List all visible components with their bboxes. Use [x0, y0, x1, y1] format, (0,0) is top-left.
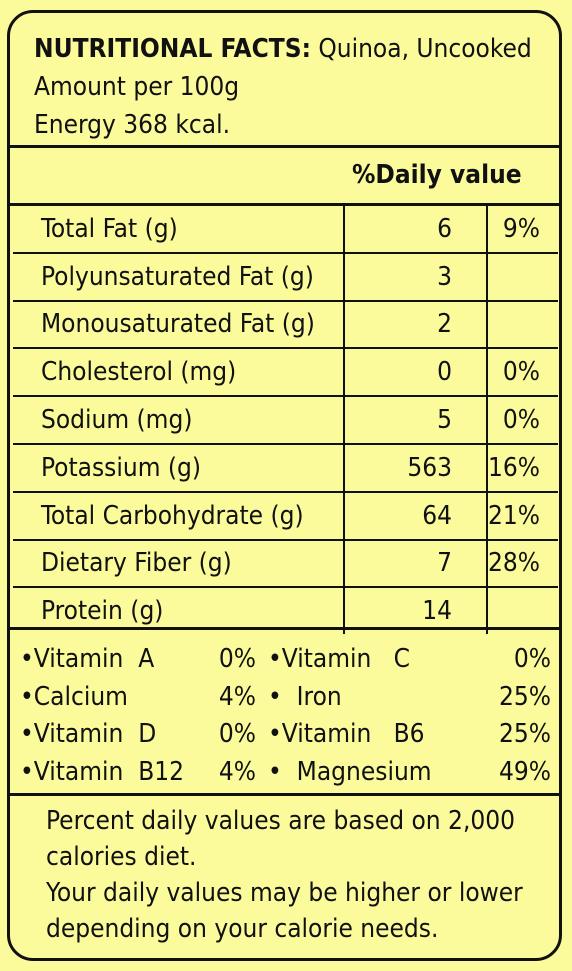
- nutrient-row: Potassium (g) 563 16%: [13, 442, 558, 493]
- label-header: NUTRITIONAL FACTS: Quinoa, Uncooked Amou…: [34, 30, 532, 144]
- title-product: Quinoa, Uncooked: [310, 34, 532, 64]
- vitamin-value: 0%: [218, 644, 256, 674]
- daily-value-heading: %Daily value: [352, 160, 522, 190]
- nutrient-name: Potassium (g): [13, 442, 345, 493]
- nutrient-row: Protein (g) 14: [13, 586, 558, 635]
- vitamin-label: •Vitamin C: [268, 644, 410, 674]
- vitamin-value: 49%: [499, 756, 551, 787]
- nutrient-name: Monousaturated Fat (g): [13, 299, 345, 350]
- vitamin-row: • Magnesium 49%: [268, 754, 551, 792]
- nutrient-daily-pct: 28%: [486, 538, 558, 589]
- vitamin-label: • Magnesium: [268, 756, 432, 787]
- vitamin-label: •Calcium: [20, 681, 128, 712]
- vitamin-row: •Vitamin B12 4%: [20, 754, 256, 792]
- nutrient-table: Total Fat (g) 6 9% Polyunsaturated Fat (g) 3…: [13, 206, 558, 635]
- vitamins-left-column: •Vitamin A 0% •Calcium 4% •Vitamin D 0% •Vitam…: [20, 641, 256, 791]
- divider-vitamins-top: [10, 627, 562, 630]
- vitamin-row: •Vitamin C 0%: [268, 641, 551, 679]
- vitamin-label: •Vitamin B12: [20, 756, 184, 787]
- nutrient-daily-pct: 16%: [486, 442, 558, 493]
- nutrient-name: Polyunsaturated Fat (g): [13, 251, 345, 302]
- vitamin-value: 4%: [218, 756, 256, 787]
- nutrient-name: Dietary Fiber (g): [13, 538, 345, 589]
- vitamin-value: 0%: [218, 719, 256, 749]
- nutrient-daily-pct: 9%: [486, 206, 558, 254]
- nutrient-row: Polyunsaturated Fat (g) 3: [13, 251, 558, 302]
- nutrient-row: Total Carbohydrate (g) 64 21%: [13, 490, 558, 541]
- divider-header: [10, 145, 562, 148]
- nutrient-row: Dietary Fiber (g) 7 28%: [13, 538, 558, 589]
- nutrient-daily-pct: 0%: [486, 395, 558, 445]
- vitamin-row: •Vitamin A 0%: [20, 641, 256, 679]
- serving-amount: Amount per 100g: [34, 72, 240, 102]
- nutrient-amount: 5: [342, 395, 489, 445]
- vitamin-value: 25%: [499, 719, 551, 749]
- energy-value: Energy 368 kcal.: [34, 110, 231, 140]
- vitamin-row: •Vitamin B6 25%: [268, 716, 551, 754]
- vitamin-row: •Vitamin D 0%: [20, 716, 256, 754]
- footer-line-1: Percent daily values are based on 2,000 …: [46, 806, 516, 872]
- nutrient-name: Total Fat (g): [13, 206, 345, 254]
- vitamin-row: • Iron 25%: [268, 679, 551, 717]
- vitamin-row: •Calcium 4%: [20, 679, 256, 717]
- nutrient-row: Total Fat (g) 6 9%: [13, 206, 558, 254]
- vitamins-right-column: •Vitamin C 0% • Iron 25% •Vitamin B6 25% • Mag…: [268, 641, 551, 791]
- nutrient-row: Monousaturated Fat (g) 2: [13, 299, 558, 350]
- vitamin-label: •Vitamin B6: [268, 719, 425, 749]
- nutrient-daily-pct: [486, 586, 558, 635]
- nutrient-row: Sodium (mg) 5 0%: [13, 395, 558, 445]
- vitamin-label: •Vitamin D: [20, 719, 157, 749]
- nutrient-daily-pct: 0%: [486, 347, 558, 398]
- nutrient-amount: 563: [342, 442, 489, 493]
- nutrient-daily-pct: [486, 251, 558, 302]
- vitamin-label: •Vitamin A: [20, 644, 155, 674]
- nutrient-amount: 14: [342, 586, 489, 635]
- label-title: NUTRITIONAL FACTS: Quinoa, Uncooked: [34, 30, 532, 68]
- divider-footer: [10, 793, 562, 796]
- title-bold: NUTRITIONAL FACTS:: [34, 34, 311, 64]
- nutrient-amount: 6: [342, 206, 489, 254]
- nutrient-amount: 7: [342, 538, 489, 589]
- nutrient-amount: 2: [342, 299, 489, 350]
- nutrient-name: Cholesterol (mg): [13, 347, 345, 398]
- nutrient-daily-pct: [486, 299, 558, 350]
- vitamin-value: 25%: [499, 681, 551, 712]
- divider-table-top: [10, 203, 562, 206]
- nutrient-row: Cholesterol (mg) 0 0%: [13, 347, 558, 398]
- nutrient-amount: 0: [342, 347, 489, 398]
- nutrient-amount: 3: [342, 251, 489, 302]
- footer-line-2: Your daily values may be higher or lower…: [46, 878, 523, 944]
- nutrient-amount: 64: [342, 490, 489, 541]
- vitamin-label: • Iron: [268, 681, 342, 712]
- footer-note: Percent daily values are based on 2,000 …: [46, 803, 546, 947]
- nutrient-daily-pct: 21%: [486, 490, 558, 541]
- nutrient-name: Sodium (mg): [13, 395, 345, 445]
- vitamin-value: 0%: [513, 644, 551, 674]
- vitamin-value: 4%: [218, 681, 256, 712]
- nutrient-name: Total Carbohydrate (g): [13, 490, 345, 541]
- nutrient-name: Protein (g): [13, 586, 345, 635]
